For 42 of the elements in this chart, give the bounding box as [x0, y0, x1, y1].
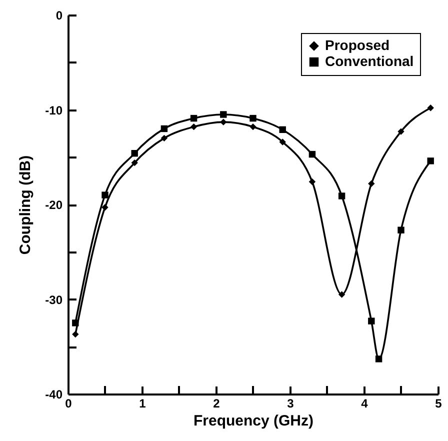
- point: [338, 192, 346, 200]
- y-tick-label: -10: [45, 103, 63, 118]
- point: [427, 104, 434, 112]
- point: [375, 356, 382, 362]
- point: [190, 114, 198, 122]
- point: [368, 180, 375, 188]
- point: [368, 318, 375, 324]
- point: [279, 138, 286, 146]
- point: [160, 134, 168, 142]
- point: [279, 126, 286, 133]
- x-tick-label: 2: [213, 396, 220, 410]
- point: [398, 226, 404, 234]
- point: [250, 114, 256, 122]
- x-tick-label: 0: [65, 396, 72, 410]
- legend-label: Conventional: [325, 53, 414, 69]
- point: [308, 150, 316, 158]
- y-tick-label: 0: [56, 8, 63, 22]
- point: [398, 128, 404, 135]
- point: [72, 320, 79, 326]
- x-tick-label: 4: [361, 396, 368, 410]
- point: [220, 111, 227, 118]
- point: [102, 204, 108, 211]
- point: [131, 150, 138, 157]
- y-tick-label: -20: [45, 198, 63, 212]
- point: [190, 123, 198, 130]
- point: [338, 291, 346, 298]
- point: [72, 330, 79, 338]
- y-tick-label: -30: [45, 292, 63, 307]
- point: [427, 158, 434, 164]
- x-tick-label: 5: [435, 396, 442, 410]
- legend-label: Proposed: [325, 37, 390, 53]
- point: [220, 118, 227, 126]
- point: [102, 192, 108, 198]
- y-axis-title: Coupling (dB): [17, 155, 34, 255]
- point: [131, 159, 138, 166]
- point: [308, 178, 316, 186]
- x-tick-label: 3: [287, 396, 294, 410]
- x-tick-label: 1: [139, 396, 146, 410]
- point: [250, 123, 256, 130]
- point: [160, 125, 168, 132]
- x-axis-title: Frequency (GHz): [193, 412, 314, 430]
- y-tick-label: -40: [45, 388, 63, 402]
